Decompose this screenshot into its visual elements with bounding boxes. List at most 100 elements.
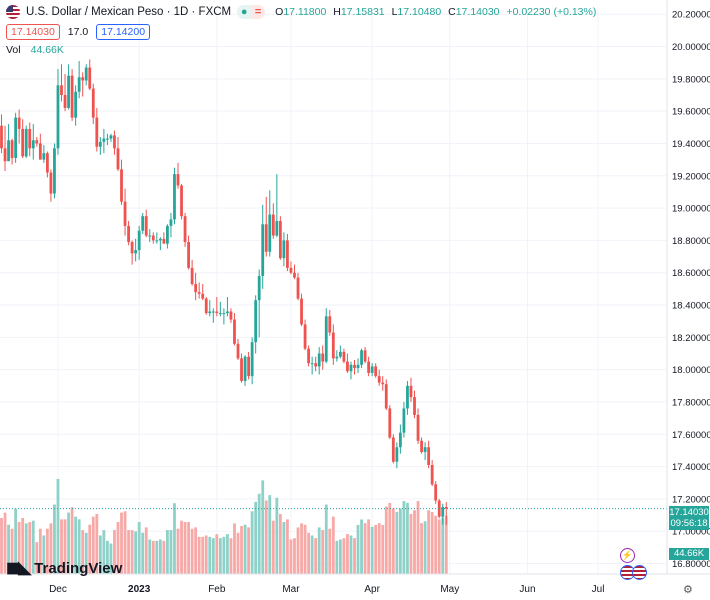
candle-body [254, 300, 258, 343]
volume-bar [88, 524, 92, 574]
candle-body [416, 414, 420, 441]
candle-body [324, 316, 328, 362]
candle-body [331, 332, 335, 359]
candle-body [176, 174, 180, 186]
volume-bar [346, 534, 349, 574]
tradingview-logo[interactable]: ◼◣ TradingView [6, 558, 122, 578]
candle-body [215, 311, 219, 314]
price-tick-label: 18.20000 [672, 333, 710, 344]
candle-body [38, 143, 42, 160]
candle-body [264, 224, 268, 252]
candle-body [268, 214, 272, 252]
candle-body [49, 172, 53, 194]
volume-bar [391, 508, 395, 574]
candle-body [317, 353, 321, 367]
candle-body [173, 174, 176, 220]
volume-bar [233, 523, 236, 574]
volume-bar [338, 539, 342, 574]
volume-bar [328, 528, 332, 574]
volume-bar [264, 500, 268, 574]
candle-body [261, 224, 265, 276]
volume-bar [137, 522, 141, 574]
volume-bar [247, 527, 250, 574]
volume-bar [271, 520, 275, 574]
candle-body [109, 135, 113, 139]
candle-body [190, 267, 194, 285]
volume-bar [134, 531, 138, 574]
volume-bar [236, 532, 240, 574]
volume-bar [296, 527, 300, 574]
volume-bar [63, 519, 67, 574]
equals-icon[interactable]: = [251, 5, 266, 19]
price-tick-label: 19.20000 [672, 171, 710, 182]
candle-body [402, 408, 406, 433]
price-tick-label: 20.20000 [672, 10, 710, 21]
volume-bar [406, 502, 409, 574]
chart-status-pills[interactable]: ● = [237, 5, 266, 19]
volume-bar [151, 540, 155, 574]
price-tick-label: 17.20000 [672, 494, 710, 505]
lightning-event-icon[interactable]: ⚡ [620, 548, 635, 563]
candle-body [423, 447, 427, 453]
candle-body [271, 214, 275, 236]
candle-body [360, 350, 363, 365]
volume-label: Vol [6, 44, 21, 56]
volume-bar [374, 524, 378, 574]
volume-legend[interactable]: Vol 44.66K [6, 44, 64, 56]
volume-bar [201, 536, 205, 574]
volume-bar [24, 523, 28, 574]
candle-body [10, 140, 14, 159]
settings-gear-icon[interactable]: ⚙ [683, 584, 693, 596]
candle-body [84, 67, 88, 81]
volume-bar [109, 543, 113, 574]
price-tick-label: 19.40000 [672, 139, 710, 150]
price-tick-label: 17.00000 [672, 527, 710, 538]
buy-button[interactable]: 17.14200 [96, 24, 151, 40]
candle-body [240, 358, 243, 381]
volume-bar [314, 538, 318, 574]
candle-body [363, 350, 367, 362]
volume-bar [437, 519, 441, 574]
candle-body [134, 250, 138, 254]
price-tick-label: 17.60000 [672, 430, 710, 441]
volume-bar [120, 512, 123, 574]
volume-bar [0, 517, 3, 574]
price-tick-label: 17.40000 [672, 462, 710, 473]
volume-bar [113, 530, 116, 574]
volume-bar [91, 516, 95, 574]
candle-body [113, 135, 116, 149]
candle-body [236, 343, 240, 359]
candle-body [130, 242, 134, 254]
volume-bar [102, 530, 106, 574]
price-axis[interactable]: 20.20000 20.00000 19.80000 19.60000 19.40000… [672, 10, 710, 570]
volume-bar [300, 523, 303, 574]
candle-body [296, 277, 300, 299]
candle-body [141, 216, 145, 231]
volume-bar [53, 504, 56, 574]
volume-bar [42, 535, 46, 574]
change-value: +0.02230 (+0.13%) [506, 6, 597, 18]
volume-bar [144, 527, 148, 574]
price-tick-label: 17.80000 [672, 397, 710, 408]
volume-bar [289, 539, 293, 574]
candle-body [201, 293, 205, 299]
sell-button[interactable]: 17.14030 [6, 24, 60, 40]
market-open-icon[interactable]: ● [237, 5, 252, 19]
volume-bar [155, 540, 159, 574]
us-event-flag-icon[interactable] [632, 565, 647, 580]
candle-body [398, 432, 402, 448]
volume-bar [187, 522, 190, 574]
candle-body [338, 351, 342, 357]
candle-body [3, 148, 7, 162]
volume-bar [381, 524, 385, 574]
candle-body [226, 311, 229, 314]
time-axis[interactable]: Dec 2023 Feb Mar Apr May Jun Jul [49, 584, 604, 595]
candle-body [155, 240, 159, 242]
volume-bar [363, 523, 367, 574]
symbol-title[interactable]: U.S. Dollar / Mexican Peso · 1D · FXCM [26, 6, 232, 18]
time-tick-label: Mar [282, 584, 300, 595]
candle-body [233, 319, 236, 344]
time-tick-label: May [440, 584, 459, 595]
candle-body [346, 361, 349, 372]
